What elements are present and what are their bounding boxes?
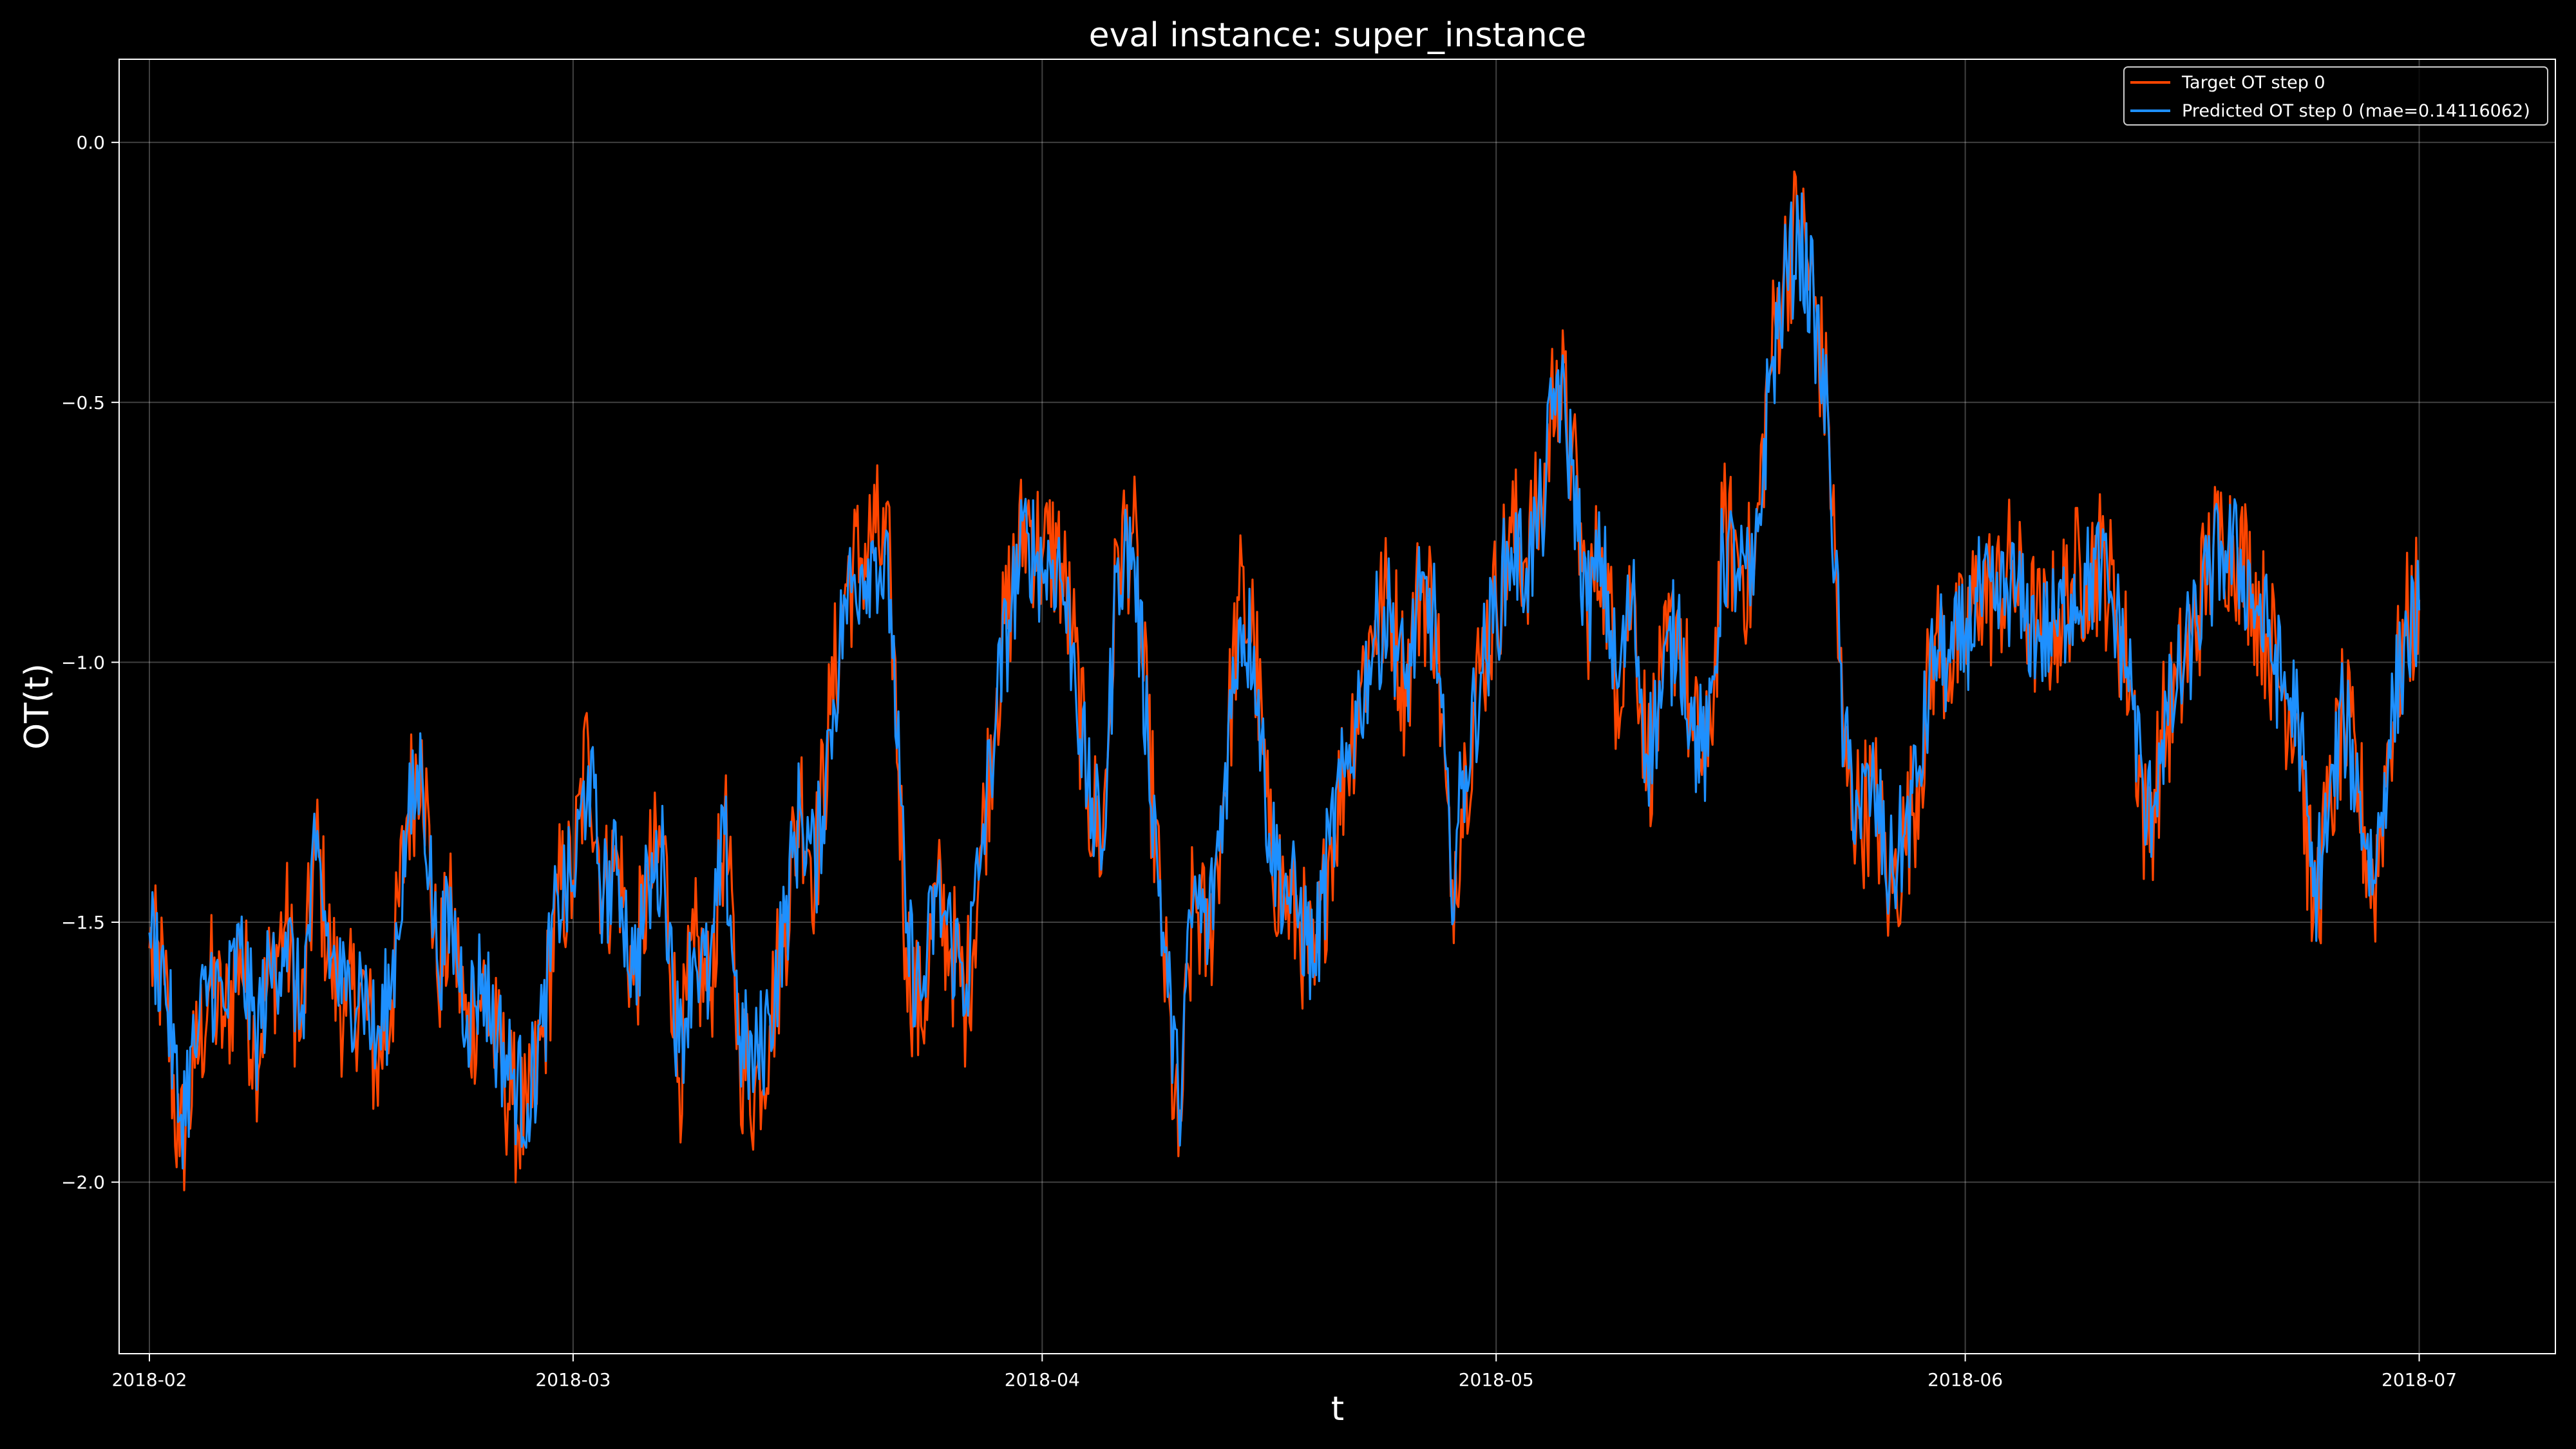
legend-box: [2123, 66, 2548, 126]
x-tick-label: 2018-02: [111, 1369, 187, 1390]
y-tick-label: −2.0: [61, 1172, 105, 1193]
plot-frame: [118, 59, 2556, 1354]
x-tick-label: 2018-03: [535, 1369, 611, 1390]
x-tick-label: 2018-05: [1459, 1369, 1534, 1390]
y-tick-label: −1.5: [61, 912, 105, 933]
x-tick-label: 2018-06: [1927, 1369, 2003, 1390]
y-tick-label: 0.0: [76, 132, 105, 153]
chart-title: eval instance: super_instance: [1089, 16, 1587, 55]
x-tick-label: 2018-04: [1005, 1369, 1080, 1390]
x-axis-ticks: 2018-02 2018-03 2018-04 2018-05 2018-06 2018-…: [111, 1354, 2457, 1390]
y-axis-ticks: 0.0 −0.5 −1.0 −1.5 −2.0: [61, 132, 119, 1193]
x-axis-label: t: [1331, 1390, 1344, 1428]
y-axis-label: OT(t): [18, 663, 57, 750]
y-tick-label: −0.5: [61, 392, 105, 413]
grid: [119, 59, 2555, 1354]
legend-entry-label: Predicted OT step 0 (mae=0.14116062): [2182, 101, 2530, 121]
x-tick-label: 2018-07: [2382, 1369, 2457, 1390]
legend-entry-label: Target OT step 0: [2181, 73, 2325, 93]
series-line-predicted: [148, 192, 2421, 1170]
y-tick-label: −1.0: [61, 652, 105, 673]
legend: Target OT step 0 Predicted OT step 0 (mae…: [2123, 66, 2548, 126]
series-layer: [148, 170, 2421, 1191]
